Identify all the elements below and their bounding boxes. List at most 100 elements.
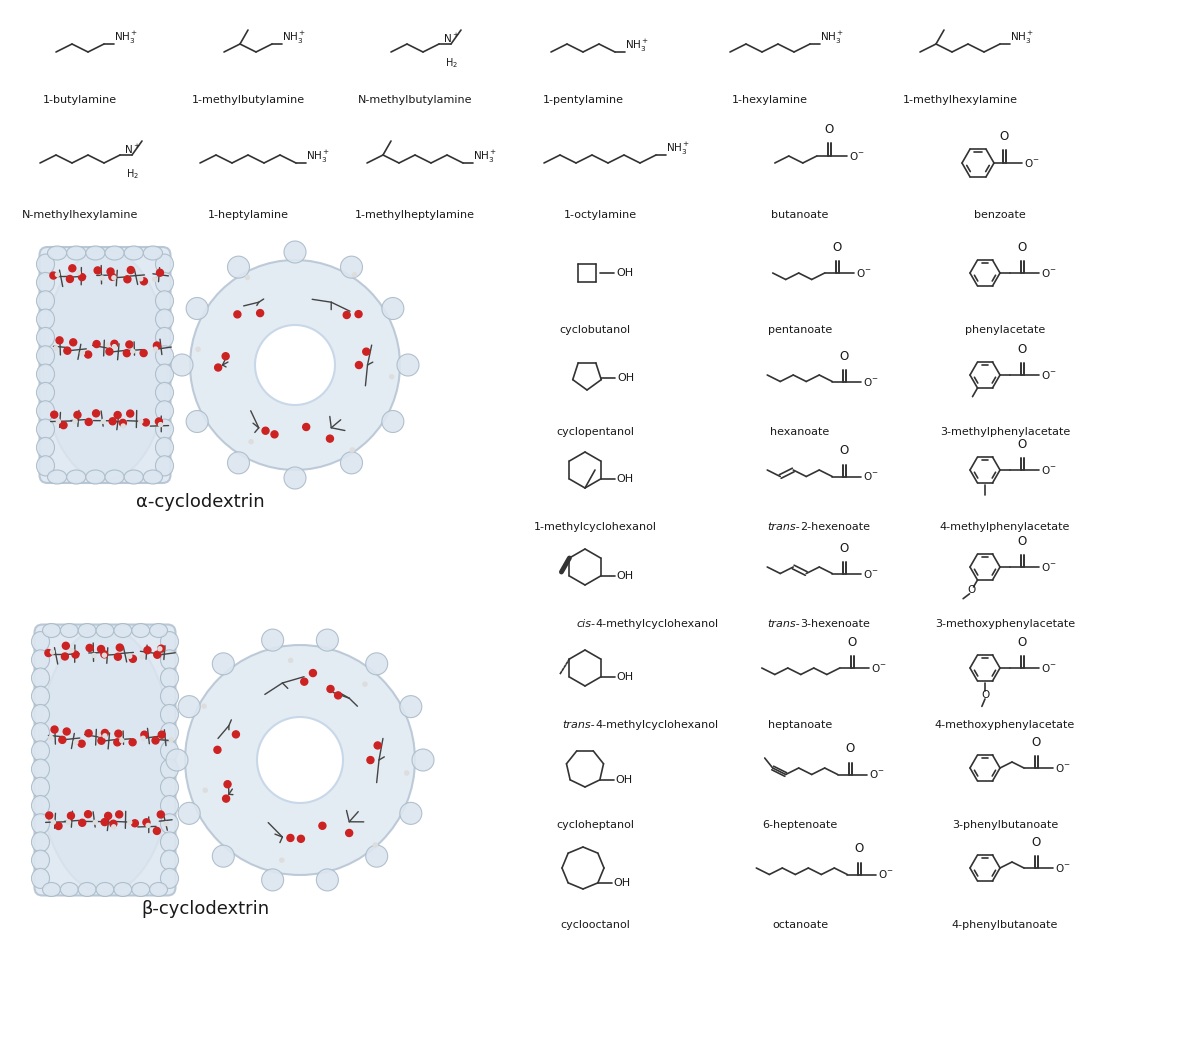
Circle shape [327,435,334,442]
Ellipse shape [79,882,97,897]
Text: O: O [840,541,849,555]
Ellipse shape [37,456,55,476]
Circle shape [112,275,116,280]
Circle shape [124,275,131,283]
Ellipse shape [161,814,179,833]
Circle shape [101,729,109,736]
Circle shape [56,337,63,344]
Circle shape [85,730,92,736]
Text: 1-methylhexylamine: 1-methylhexylamine [902,95,1018,105]
Circle shape [223,795,229,802]
Ellipse shape [48,246,67,260]
Circle shape [74,741,78,745]
Circle shape [128,820,131,824]
Ellipse shape [37,254,55,274]
Ellipse shape [161,777,179,797]
Circle shape [271,431,278,438]
Ellipse shape [178,802,200,824]
Circle shape [346,829,353,836]
Circle shape [51,726,58,733]
Circle shape [111,340,118,347]
Text: $\mathregular{O^{-}}$: $\mathregular{O^{-}}$ [871,662,886,674]
Ellipse shape [31,668,49,688]
Circle shape [106,343,110,347]
Circle shape [126,410,134,417]
Ellipse shape [131,882,149,897]
Text: OH: OH [614,878,631,888]
Circle shape [375,742,381,749]
Text: NH$_3^+$: NH$_3^+$ [472,149,497,165]
Circle shape [157,646,165,652]
Text: NH$_3^+$: NH$_3^+$ [282,30,307,46]
Ellipse shape [178,696,200,718]
Text: hexanoate: hexanoate [771,427,829,437]
Ellipse shape [37,437,55,458]
Circle shape [190,260,400,470]
Text: O: O [981,690,989,700]
Circle shape [309,670,316,677]
Circle shape [101,819,109,826]
Text: trans-: trans- [767,618,801,629]
Text: O: O [1000,130,1008,143]
Circle shape [67,820,70,824]
Ellipse shape [155,364,173,384]
Ellipse shape [79,624,97,637]
Circle shape [144,647,152,654]
Ellipse shape [340,257,363,278]
Ellipse shape [155,419,173,439]
Text: NH$_3^+$: NH$_3^+$ [820,30,845,46]
Text: $\mathregular{O^{-}}$: $\mathregular{O^{-}}$ [1024,157,1039,169]
Text: $\mathregular{O^{-}}$: $\mathregular{O^{-}}$ [1041,464,1057,476]
Circle shape [289,658,292,662]
Circle shape [55,823,62,829]
Text: $\mathregular{O^{-}}$: $\mathregular{O^{-}}$ [1055,762,1070,774]
Circle shape [246,275,249,280]
Ellipse shape [31,650,49,670]
Circle shape [94,267,101,274]
Ellipse shape [228,257,249,278]
Text: β-cyclodextrin: β-cyclodextrin [141,900,270,918]
Circle shape [129,738,136,746]
Ellipse shape [149,882,167,897]
Circle shape [69,339,76,346]
Text: trans-: trans- [562,720,595,730]
Circle shape [215,364,222,371]
Ellipse shape [284,467,305,489]
Ellipse shape [61,882,79,897]
Circle shape [140,655,144,659]
Text: cis-: cis- [576,618,595,629]
Ellipse shape [155,254,173,274]
Ellipse shape [161,723,179,743]
Ellipse shape [31,777,49,797]
Ellipse shape [31,632,49,652]
Circle shape [85,810,92,818]
Circle shape [141,731,148,738]
Text: OH: OH [617,372,635,383]
Circle shape [140,349,147,357]
Circle shape [80,351,85,355]
Circle shape [116,645,123,651]
Circle shape [98,646,105,653]
Text: N-methylbutylamine: N-methylbutylamine [358,95,472,105]
Text: OH: OH [617,571,633,581]
Ellipse shape [161,832,179,852]
Text: 1-methylbutylamine: 1-methylbutylamine [191,95,304,105]
Ellipse shape [161,650,179,670]
Text: OH: OH [616,775,633,784]
Text: $\mathregular{O^{-}}$: $\mathregular{O^{-}}$ [1041,267,1057,278]
Text: 1-octylamine: 1-octylamine [563,210,637,220]
Circle shape [92,653,95,657]
Circle shape [142,419,149,426]
Ellipse shape [86,470,105,484]
Circle shape [98,732,101,736]
Circle shape [103,734,107,737]
Circle shape [49,735,52,739]
Ellipse shape [37,309,55,330]
Circle shape [297,835,304,843]
Circle shape [126,341,132,348]
Circle shape [224,781,231,787]
Text: benzoate: benzoate [975,210,1026,220]
Ellipse shape [86,246,105,260]
Ellipse shape [155,345,173,366]
Ellipse shape [161,741,179,761]
